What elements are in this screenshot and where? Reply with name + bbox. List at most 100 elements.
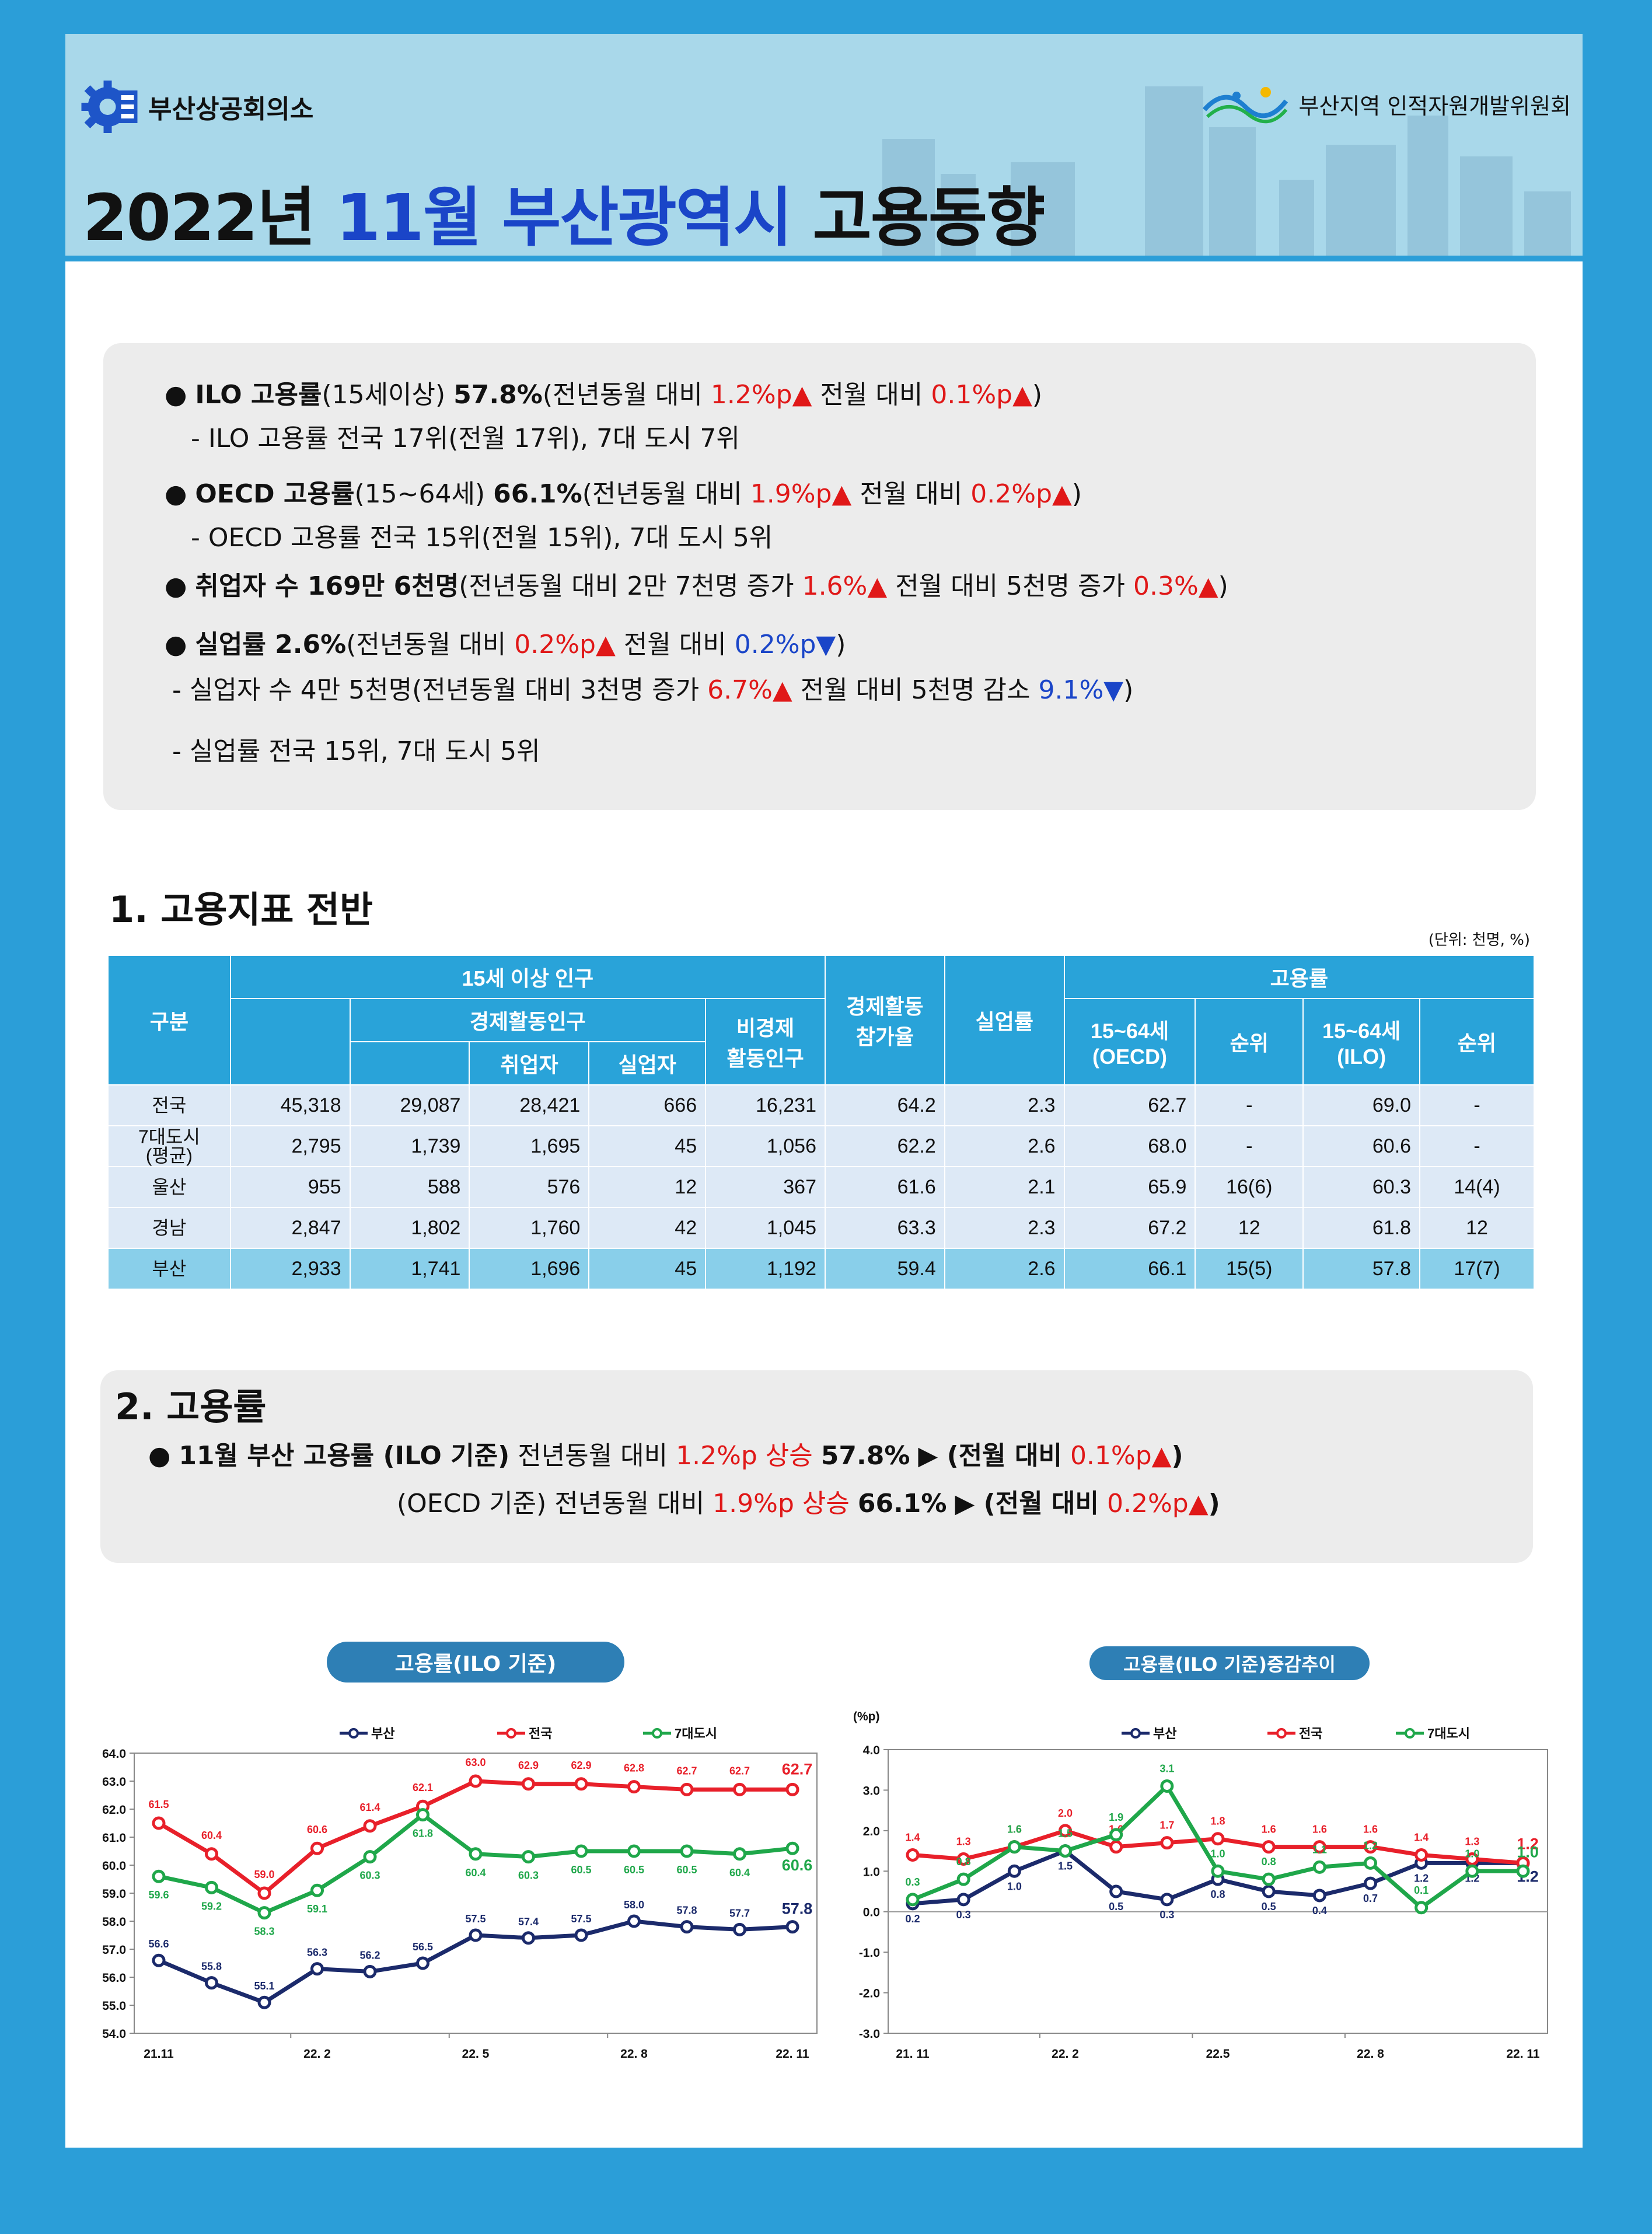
- summary-ilo-rank: - ILO 고용률 전국 17위(전월 17위), 7대 도시 7위: [191, 424, 740, 453]
- cell-urate: 2.3: [944, 1084, 1065, 1126]
- gear-icon: [81, 81, 138, 133]
- cell-ilo: 69.0: [1302, 1084, 1421, 1126]
- cell-emp: 576: [469, 1166, 590, 1208]
- data-label: 1.3: [956, 1835, 971, 1847]
- data-point: [257, 1995, 271, 2009]
- summary-employed: ● 취업자 수 169만 6천명(전년동월 대비 2만 7천명 증가 1.6%▲…: [165, 571, 1228, 601]
- data-point: [1516, 1864, 1530, 1878]
- cell-urate: 2.3: [944, 1207, 1065, 1249]
- cell-unemp: 42: [588, 1207, 707, 1249]
- data-label: 62.1: [413, 1782, 433, 1793]
- y-tick-label: 57.0: [102, 1943, 126, 1957]
- ilo-change-chart: -3.0 -2.0 -1.0 0.0 1.0 2.0 3.0 4.0 21. 11 22. 2 22…: [853, 1710, 1548, 2061]
- data-point: [1007, 1840, 1021, 1854]
- data-point: [257, 1906, 271, 1920]
- data-label: 0.3: [905, 1876, 920, 1888]
- y-tick-label: 63.0: [102, 1775, 126, 1789]
- data-label: 55.1: [254, 1980, 274, 1992]
- chamber-name: 부산상공회의소: [148, 95, 314, 124]
- cell-urate: 2.6: [944, 1125, 1065, 1167]
- data-point: [152, 1869, 166, 1883]
- data-label: 0.5: [1262, 1901, 1276, 1912]
- y-tick-label: 3.0: [863, 1784, 880, 1797]
- y-tick-label: 58.0: [102, 1915, 126, 1929]
- legend-label: 부산: [1153, 1726, 1176, 1741]
- y-tick-label: 55.0: [102, 1999, 126, 2013]
- data-point: [680, 1920, 694, 1934]
- x-tick-label: 22. 11: [1506, 2047, 1540, 2061]
- cell-active: 1,739: [349, 1125, 470, 1167]
- cell-orank: -: [1195, 1125, 1304, 1167]
- cell-pop: 2,795: [229, 1125, 351, 1167]
- x-tick-label: 22. 8: [1357, 2047, 1384, 2061]
- data-point: [1414, 1901, 1429, 1915]
- data-point: [574, 1777, 588, 1791]
- cell-oecd: 67.2: [1063, 1207, 1196, 1249]
- section2-title: 2. 고용률: [115, 1385, 267, 1428]
- data-point: [1211, 1832, 1225, 1846]
- x-tick-label: 21.11: [144, 2047, 174, 2061]
- cell-nonactive: 367: [705, 1166, 826, 1208]
- data-label: 1.2: [1517, 1835, 1539, 1852]
- data-point: [1312, 1840, 1326, 1854]
- data-label: 57.5: [571, 1913, 591, 1925]
- table-row: 부산 2,933 1,741 1,696 45 1,192 59.4 2.6 66.1 15(5)…: [107, 1248, 1535, 1290]
- data-point: [1312, 1860, 1326, 1874]
- data-label: 1.5: [1058, 1860, 1073, 1872]
- data-point: [469, 1847, 483, 1861]
- x-tick-label: 22. 8: [620, 2047, 648, 2061]
- x-tick-label: 22. 2: [1052, 2047, 1079, 2061]
- cell-active: 1,802: [349, 1207, 470, 1249]
- legend-marker: [348, 1728, 359, 1739]
- section2-oecd-line: (OECD 기준) 전년동월 대비 1.9%p 상승 66.1% ▶ (전월 대…: [397, 1489, 1220, 1519]
- cell-active: 1,741: [349, 1248, 470, 1290]
- y-tick-label: 61.0: [102, 1831, 126, 1845]
- data-label: 60.4: [201, 1830, 222, 1841]
- header-unemployed: 실업자: [588, 1041, 707, 1085]
- data-point: [1364, 1876, 1377, 1890]
- cell-irank: 14(4): [1419, 1166, 1535, 1208]
- data-point: [785, 1782, 799, 1796]
- cell-oecd: 66.1: [1063, 1248, 1196, 1290]
- data-point: [1059, 1824, 1072, 1838]
- data-label: 0.3: [956, 1909, 971, 1921]
- cell-unemp: 45: [588, 1125, 707, 1167]
- header-pop-blank: [229, 998, 351, 1085]
- skyline-building: [1326, 145, 1396, 256]
- header-unemp-rate: 실업률: [944, 955, 1065, 1085]
- cell-urate: 2.6: [944, 1248, 1065, 1290]
- data-label: 62.9: [571, 1760, 591, 1771]
- x-tick-label: 22. 2: [303, 2047, 331, 2061]
- data-label: 56.3: [307, 1947, 327, 1959]
- y-tick-label: 56.0: [102, 1971, 126, 1985]
- data-label: 56.5: [413, 1941, 433, 1953]
- legend-label: 전국: [1299, 1726, 1322, 1741]
- y-tick-label: 62.0: [102, 1803, 126, 1817]
- row-label: 울산: [107, 1166, 231, 1208]
- data-point: [1109, 1840, 1123, 1854]
- y-tick-label: -2.0: [859, 1987, 880, 2001]
- table-row: 경남 2,847 1,802 1,760 42 1,045 63.3 2.3 67.2 12 61.…: [107, 1207, 1535, 1249]
- header-ilo: 15~64세 (ILO): [1302, 998, 1421, 1085]
- data-point: [574, 1844, 588, 1858]
- cell-orank: 16(6): [1195, 1166, 1304, 1208]
- cell-ilo: 60.3: [1302, 1166, 1421, 1208]
- data-point: [906, 1848, 920, 1862]
- skyline-building: [1011, 162, 1075, 256]
- data-point: [1059, 1844, 1072, 1858]
- cell-oecd: 65.9: [1063, 1166, 1196, 1208]
- data-point: [205, 1847, 218, 1861]
- cell-oecd: 62.7: [1063, 1084, 1196, 1126]
- data-point: [785, 1920, 799, 1934]
- header-oecd: 15~64세 (OECD): [1063, 998, 1196, 1085]
- skyline-building: [941, 174, 976, 256]
- data-point: [205, 1976, 218, 1990]
- cell-oecd: 68.0: [1063, 1125, 1196, 1167]
- x-tick-label: 22. 5: [462, 2047, 490, 2061]
- data-point: [522, 1850, 535, 1864]
- data-label: 1.0: [1517, 1843, 1539, 1860]
- data-point: [956, 1852, 970, 1866]
- data-point: [733, 1847, 746, 1861]
- x-tick-label: 22. 11: [776, 2047, 809, 2061]
- title-city: 부산광역시: [502, 180, 792, 255]
